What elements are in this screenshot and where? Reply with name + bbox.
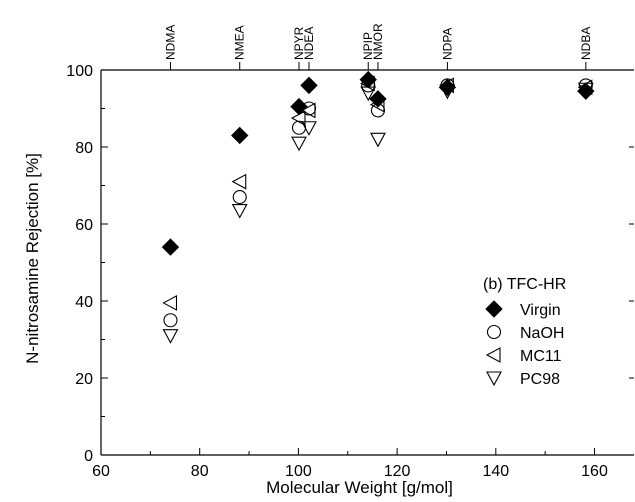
y-tick-label: 100 bbox=[66, 63, 93, 80]
marker-mc11 bbox=[231, 173, 247, 190]
y-tick-label: 20 bbox=[75, 371, 93, 388]
y-axis-title: N-nitrosamine Rejection [%] bbox=[23, 153, 42, 364]
compound-label: NDBA bbox=[579, 27, 593, 60]
marker-virgin bbox=[438, 78, 457, 97]
marker-pc98 bbox=[291, 136, 307, 152]
x-tick-label: 100 bbox=[285, 463, 312, 480]
marker-virgin bbox=[359, 70, 377, 89]
legend-title: (b) TFC-HR bbox=[483, 276, 566, 293]
marker-virgin bbox=[485, 300, 503, 318]
marker-mc11 bbox=[485, 347, 501, 363]
marker-virgin bbox=[161, 238, 180, 256]
marker-virgin bbox=[300, 76, 318, 95]
compound-label: NDPA bbox=[440, 28, 454, 60]
compound-label: NPYR bbox=[292, 26, 306, 60]
legend-label: MC11 bbox=[520, 348, 562, 365]
legend-label: Virgin bbox=[520, 302, 561, 319]
x-tick-label: 120 bbox=[384, 463, 411, 480]
legend-label: PC98 bbox=[520, 371, 560, 388]
marker-virgin bbox=[577, 82, 595, 100]
compound-label: NDMA bbox=[163, 25, 177, 60]
marker-naoh bbox=[486, 324, 502, 340]
marker-naoh bbox=[232, 190, 247, 205]
data-points bbox=[161, 70, 595, 344]
marker-virgin bbox=[231, 126, 249, 145]
x-tick-label: 140 bbox=[482, 463, 509, 480]
marker-virgin bbox=[369, 90, 387, 108]
x-tick-label: 60 bbox=[92, 463, 110, 480]
y-tick-label: 60 bbox=[75, 217, 93, 234]
plot-frame bbox=[100, 69, 634, 456]
marker-naoh bbox=[163, 313, 178, 328]
legend: (b) TFC-HR Virgin NaOH MC11 PC98 bbox=[483, 276, 566, 388]
marker-virgin bbox=[290, 97, 308, 116]
y-axis: 0 20 40 60 80 100 bbox=[66, 63, 634, 465]
x-axis: 60 80 100 120 140 160 bbox=[92, 448, 608, 480]
x-tick-label: 160 bbox=[581, 463, 608, 480]
marker-pc98 bbox=[370, 132, 386, 148]
x-tick-label: 80 bbox=[191, 463, 209, 480]
marker-pc98 bbox=[162, 329, 179, 344]
compound-label: NDEA bbox=[302, 27, 316, 60]
x-axis-title: Molecular Weight [g/mol] bbox=[266, 478, 453, 497]
marker-naoh bbox=[291, 120, 307, 135]
marker-pc98 bbox=[231, 203, 248, 219]
legend-label: NaOH bbox=[520, 325, 564, 342]
y-tick-label: 80 bbox=[75, 140, 93, 157]
compound-label: NMEA bbox=[233, 25, 247, 60]
marker-mc11 bbox=[162, 295, 178, 311]
marker-pc98 bbox=[486, 371, 502, 387]
y-tick-label: 40 bbox=[75, 294, 93, 311]
y-tick-label: 0 bbox=[84, 448, 93, 465]
compound-label: NPIP bbox=[361, 32, 375, 60]
compound-label: NMOR bbox=[371, 23, 385, 60]
